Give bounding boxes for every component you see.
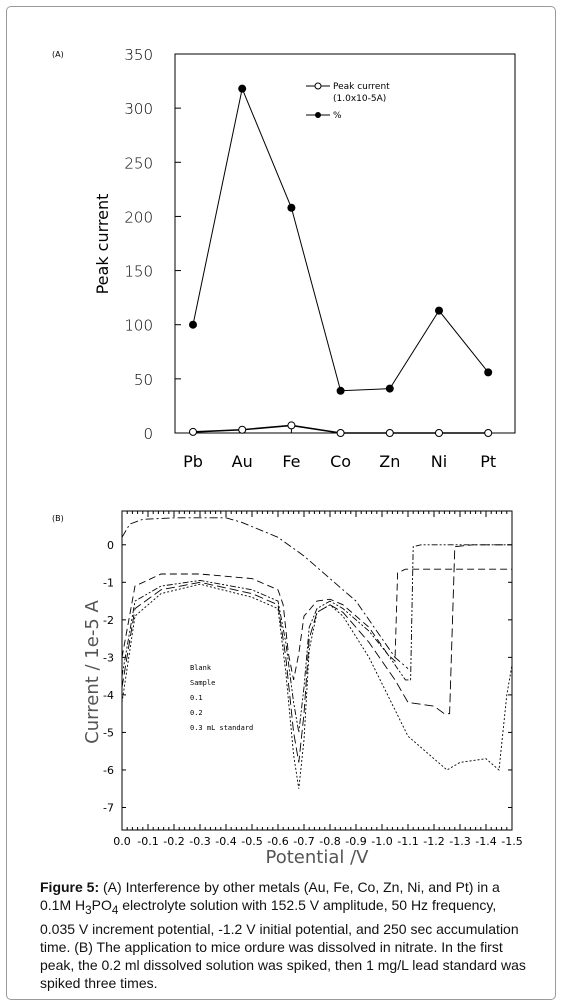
panel-b-xtick-label-10: -1.0 — [371, 835, 392, 848]
caption-sub-1: 3 — [85, 903, 92, 917]
panel-a-ytick-label-150: 150 — [124, 263, 153, 281]
panel-b-xtick-label-8: -0.8 — [319, 835, 340, 848]
panel-b-xtick-label-15: -1.5 — [501, 835, 522, 848]
panel-a-point-open-0 — [189, 427, 197, 436]
panel-a-point-open-6 — [484, 429, 493, 437]
panel-a-point-open-2 — [287, 421, 296, 430]
panel-b-legend-label-0: Blank — [190, 664, 212, 672]
panel-b-ytick-label-6: -6 — [103, 764, 114, 777]
figure-caption: Figure 5: (A) Interference by other meta… — [40, 878, 528, 992]
panel-b-series-line-3 — [121, 544, 512, 763]
panel-a-point-open-1 — [238, 425, 247, 434]
caption-text-b: electrolyte solution with 152.5 V amplit… — [40, 897, 526, 991]
panel-a-xtick-label-Pt: Pt — [480, 452, 496, 471]
panel-a-point-filled-0 — [189, 320, 197, 329]
panel-b-xtick-label-6: -0.6 — [267, 835, 288, 848]
panel-b-label: (B) — [52, 514, 64, 523]
panel-b-legend-label-4: 0.3 mL standard — [190, 724, 253, 732]
panel-a-ylabel: Peak current — [93, 194, 112, 295]
panel-a-xtick-label-Pb: Pb — [183, 452, 203, 471]
panel-b-xlabel: Potential /V — [266, 847, 370, 868]
panel-b-xtick-label-14: -1.4 — [475, 835, 496, 848]
panel-b-series-line-0 — [121, 517, 409, 669]
panel-b-legend-label-3: 0.2 — [190, 709, 203, 717]
panel-b-xtick-label-5: -0.5 — [241, 835, 262, 848]
panel-b-plot-frame — [121, 510, 513, 831]
panel-b-xtick-label-7: -0.7 — [293, 835, 314, 848]
panel-a-plot-frame — [174, 53, 516, 434]
panel-b-legend-label-2: 0.1 — [190, 694, 203, 702]
panel-b-ytick-label-7: -7 — [103, 801, 114, 814]
panel-b-xtick-label-9: -0.9 — [345, 835, 366, 848]
panel-a-ytick-label-0: 0 — [143, 425, 153, 443]
panel-a-legend-marker-0 — [314, 82, 322, 90]
panel-b-ytick-label-2: -2 — [103, 614, 114, 627]
panel-a-xtick-label-Co: Co — [330, 452, 351, 471]
panel-b-xtick-label-3: -0.3 — [189, 835, 210, 848]
panel-b-xtick-label-11: -1.1 — [397, 835, 418, 848]
panel-a-ytick-label-50: 50 — [134, 371, 153, 389]
panel-b-xtick-label-12: -1.2 — [423, 835, 444, 848]
panel-a-legend-marker-1 — [315, 112, 321, 118]
panel-a-point-open-5 — [435, 429, 443, 437]
panel-a-legend-label-0b: (1.0x10-5A) — [333, 94, 386, 104]
panel-a-ytick-label-300: 300 — [124, 100, 153, 118]
panel-a-xtick-label-Zn: Zn — [379, 452, 400, 471]
panel-a-ytick-label-200: 200 — [124, 208, 153, 226]
panel-a-point-open-3 — [336, 429, 345, 437]
panel-a-point-filled-1 — [238, 84, 247, 93]
caption-text-a: (A) Interference by other metals (Au, Fe… — [40, 879, 500, 913]
panel-a-point-filled-5 — [435, 306, 443, 315]
panel-a-point-open-4 — [385, 429, 394, 437]
figure-frame — [6, 6, 556, 1000]
panel-a-point-filled-6 — [484, 368, 493, 377]
panel-b-xtick-label-13: -1.3 — [449, 835, 470, 848]
panel-b-xtick-label-0: 0.0 — [113, 835, 131, 848]
panel-a-xtick-label-Fe: Fe — [282, 452, 300, 471]
panel-a-xtick-label-Au: Au — [232, 452, 253, 471]
panel-a-legend-label-0a: Peak current — [333, 82, 390, 92]
panel-b-legend-label-1: Sample — [190, 679, 215, 687]
panel-a-xtick-label-Ni: Ni — [431, 452, 447, 471]
panel-a-point-filled-3 — [336, 386, 345, 395]
panel-b-ytick-label-0: 0 — [107, 539, 114, 552]
panel-b-ylabel: Current / 1e-5 A — [82, 600, 103, 744]
panel-b-xtick-label-4: -0.4 — [215, 835, 236, 848]
panel-b-series-line-1 — [121, 568, 512, 680]
panel-a-point-filled-4 — [385, 384, 394, 393]
panel-b-ytick-label-5: -5 — [103, 726, 114, 739]
panel-a-label: (A) — [52, 50, 64, 59]
panel-b-ytick-label-1: -1 — [103, 576, 114, 589]
panel-b-xtick-label-1: -0.1 — [137, 835, 158, 848]
panel-a-point-filled-2 — [287, 203, 296, 212]
caption-label: Figure 5: — [40, 879, 100, 895]
caption-mid: PO — [91, 897, 112, 913]
panel-a-series-line-1 — [192, 86, 489, 392]
panel-b-ytick-label-3: -3 — [103, 651, 114, 664]
panel-b-xtick-label-2: -0.2 — [163, 835, 184, 848]
panel-b-ytick-label-4: -4 — [103, 689, 114, 702]
caption-sub-2: 4 — [111, 903, 119, 917]
panel-b-series-line-2 — [121, 544, 512, 733]
panel-a-ytick-label-100: 100 — [124, 317, 153, 335]
panel-a-legend-label-1: % — [333, 111, 342, 121]
panel-a-ytick-label-350: 350 — [124, 46, 153, 64]
panel-a-ytick-label-250: 250 — [124, 154, 153, 172]
panel-b-series-line-4 — [121, 583, 513, 789]
